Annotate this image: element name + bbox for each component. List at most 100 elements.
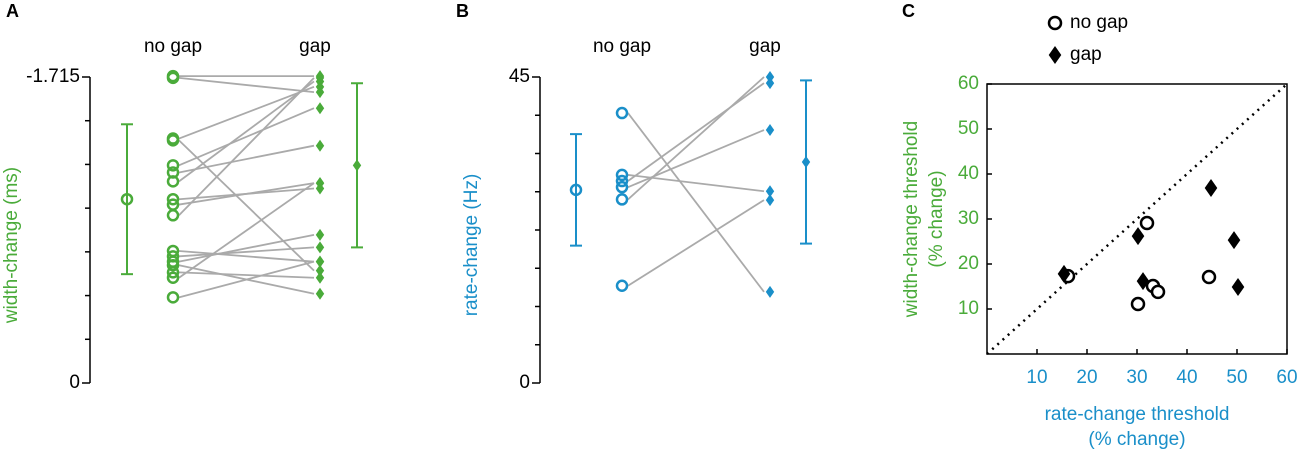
circle-marker — [166, 192, 180, 206]
category-label: no gap — [593, 36, 651, 57]
y-axis-label: width-change threshold — [901, 121, 922, 318]
diamond-marker — [1204, 178, 1218, 197]
pair-line — [178, 234, 315, 263]
circle-marker — [569, 183, 583, 197]
diamond-marker — [1227, 231, 1241, 250]
diamond-marker — [352, 159, 362, 172]
diamond-marker — [765, 77, 775, 90]
diamond-marker — [315, 228, 325, 241]
circle-marker — [166, 209, 180, 222]
y-axis-label: width-change (ms) — [1, 167, 22, 324]
diamond-marker — [315, 255, 325, 268]
diamond-marker — [1131, 227, 1145, 246]
circle-marker — [1130, 296, 1146, 312]
diamond-marker — [1231, 277, 1245, 296]
circle-marker — [166, 271, 180, 284]
y-tick-label: 50 — [958, 118, 979, 139]
y-tick-label: 0 — [69, 372, 80, 393]
y-axis-label: rate-change (Hz) — [461, 174, 482, 317]
legend-marker — [1047, 15, 1063, 31]
y-tick-label: 30 — [958, 208, 979, 229]
pair-line — [178, 271, 315, 279]
x-tick-label: 10 — [1026, 367, 1047, 388]
diamond-marker — [765, 285, 775, 298]
circle-marker — [166, 134, 180, 147]
diamond-marker — [315, 287, 325, 300]
x-tick-label: 50 — [1226, 367, 1247, 388]
x-axis-label: (% change) — [1088, 429, 1185, 450]
circle-marker — [166, 266, 180, 279]
pair-line — [178, 246, 315, 258]
y-tick-label: 45 — [509, 66, 530, 87]
legend-marker — [1048, 46, 1062, 64]
diamond-marker — [765, 194, 775, 207]
pair-line — [627, 76, 765, 201]
pair-line — [627, 129, 765, 188]
pair-line — [178, 250, 315, 263]
diamond-marker — [315, 241, 325, 254]
x-tick-label: 40 — [1176, 367, 1197, 388]
y-tick-label: 40 — [958, 163, 979, 184]
panel-letter: A — [6, 1, 19, 21]
circle-marker — [1139, 215, 1155, 231]
circle-marker — [615, 174, 629, 188]
x-tick-label: 30 — [1126, 367, 1147, 388]
diamond-marker — [315, 177, 325, 190]
x-tick-label: 60 — [1276, 367, 1297, 388]
x-axis-label: rate-change threshold — [1045, 404, 1230, 425]
pair-line — [178, 182, 315, 279]
pair-line — [178, 144, 315, 174]
circle-marker — [1201, 269, 1217, 285]
circle-marker — [615, 180, 629, 194]
pair-line — [178, 76, 315, 94]
y-tick-label: 60 — [958, 73, 979, 94]
legend-label: no gap — [1070, 12, 1128, 33]
circle-marker — [615, 106, 629, 120]
diamond-marker — [315, 139, 325, 152]
legend-label: gap — [1070, 44, 1102, 65]
category-label: gap — [749, 36, 781, 57]
panel-letter: C — [902, 1, 915, 21]
pair-line — [627, 199, 765, 287]
circle-marker — [615, 279, 629, 293]
diamond-marker — [315, 264, 325, 277]
diamond-marker — [801, 156, 811, 168]
pair-line — [627, 174, 765, 193]
pair-line — [178, 107, 315, 167]
diamond-marker — [765, 185, 775, 198]
x-tick-label: 20 — [1076, 367, 1097, 388]
pair-line — [178, 85, 315, 140]
circle-marker — [166, 159, 180, 172]
diamond-marker — [315, 102, 325, 115]
y-tick-label: -1.715 — [26, 66, 80, 87]
identity-line — [986, 83, 1288, 355]
diamond-marker — [1136, 272, 1150, 291]
circle-marker — [615, 193, 629, 206]
y-tick-label: 20 — [958, 253, 979, 274]
pair-line — [178, 77, 315, 216]
y-tick-label: 10 — [958, 298, 979, 319]
circle-marker — [166, 71, 180, 85]
diamond-marker — [315, 71, 325, 84]
category-label: no gap — [144, 36, 202, 57]
diamond-marker — [765, 71, 775, 83]
circle-marker — [166, 175, 180, 188]
circle-marker — [615, 168, 629, 182]
circle-marker — [1150, 284, 1166, 300]
circle-marker — [120, 192, 134, 206]
pair-line — [627, 112, 765, 293]
circle-marker — [166, 258, 180, 272]
diamond-marker — [315, 271, 325, 284]
circle-marker — [166, 291, 180, 304]
y-axis-label: (% change) — [926, 170, 947, 267]
pair-line — [627, 82, 765, 182]
y-tick-label: 0 — [519, 372, 530, 393]
pair-line — [178, 80, 315, 183]
diamond-marker — [1057, 264, 1071, 283]
category-label: gap — [299, 36, 331, 57]
diamond-marker — [765, 124, 775, 137]
pair-line — [178, 182, 315, 206]
panel-letter: B — [456, 1, 469, 21]
pair-line — [178, 260, 315, 299]
